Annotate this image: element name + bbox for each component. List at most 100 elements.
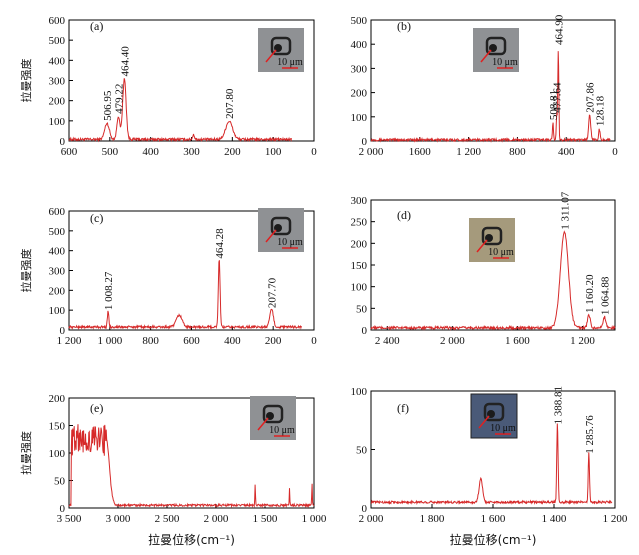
spectrum-line xyxy=(68,424,315,509)
x-tick-label: 2 000 xyxy=(359,513,384,525)
y-tick-label: 500 xyxy=(49,226,66,238)
x-tick-label: 1 600 xyxy=(481,513,506,525)
spectrum-line xyxy=(370,423,613,506)
panel-e: 0 50 100 150 200 3 500 3 000 2 500 2 000 1 500 1 0… xyxy=(19,393,327,547)
y-tick-label: 500 xyxy=(351,15,368,27)
y-tick-label: 300 xyxy=(351,63,368,75)
x-tick-label: 1 500 xyxy=(253,513,278,525)
x-tick-label: 400 xyxy=(558,146,575,158)
y-axis-label: 拉曼强度 xyxy=(19,249,33,293)
y-tick-label: 0 xyxy=(362,136,368,148)
x-tick-label: 2 000 xyxy=(204,513,229,525)
micrograph-inset: 10 μm xyxy=(258,208,304,252)
x-tick-label: 600 xyxy=(61,146,78,158)
x-tick-label: 1600 xyxy=(409,146,432,158)
x-tick-label: 0 xyxy=(311,146,317,158)
x-tick-label: 1 800 xyxy=(420,513,445,525)
peak-label: 207.70 xyxy=(267,277,279,308)
y-tick-label: 50 xyxy=(356,445,368,457)
micrograph-inset: 10 μm xyxy=(470,393,518,439)
scale-bar-label: 10 μm xyxy=(269,425,295,436)
y-tick-label: 500 xyxy=(49,35,66,47)
panel-label: (a) xyxy=(90,19,103,33)
panel-a: 0 100 200 300 400 500 600 600 500 400 300 200 100 0 50… xyxy=(19,15,317,158)
y-tick-label: 0 xyxy=(362,503,368,515)
peak-label: 479.22 xyxy=(113,84,125,114)
y-tick-label: 400 xyxy=(49,246,66,258)
panel-label: (e) xyxy=(90,401,103,415)
y-tick-label: 100 xyxy=(351,112,368,124)
x-tick-label: 1 000 xyxy=(97,335,122,347)
y-tick-label: 200 xyxy=(49,393,66,405)
peak-label: 207.80 xyxy=(224,88,236,119)
y-axis-label: 拉曼强度 xyxy=(19,59,33,103)
x-tick-label: 500 xyxy=(102,146,119,158)
x-axis-label: 拉曼位移(cm⁻¹) xyxy=(148,532,235,547)
scale-bar-label: 10 μm xyxy=(488,247,514,258)
peak-label: 128.18 xyxy=(594,95,606,126)
panel-label: (d) xyxy=(397,208,411,222)
peak-label: 464.90 xyxy=(553,14,565,45)
y-tick-label: 600 xyxy=(49,15,66,27)
y-tick-label: 300 xyxy=(49,76,66,88)
spectrum-line xyxy=(370,51,611,143)
x-tick-label: 1 200 xyxy=(57,335,82,347)
panel-c: 0 100 200 300 400 500 600 1 200 1 000 800 600 400 20… xyxy=(19,206,317,347)
x-tick-label: 200 xyxy=(224,146,241,158)
peak-label: 464.40 xyxy=(119,46,131,77)
y-tick-label: 300 xyxy=(49,266,66,278)
peak-label: 1 064.88 xyxy=(599,276,611,315)
y-tick-label: 250 xyxy=(351,217,368,229)
scale-bar-label: 10 μm xyxy=(277,57,303,68)
micrograph-inset: 10 μm xyxy=(473,28,519,72)
panel-label: (b) xyxy=(397,19,411,33)
peak-label: 506.95 xyxy=(102,90,114,121)
peak-label: 1 160.20 xyxy=(584,274,596,313)
scale-bar-label: 10 μm xyxy=(490,423,516,434)
spectrum-line xyxy=(370,230,616,331)
y-tick-label: 200 xyxy=(49,285,66,297)
x-tick-label: 800 xyxy=(142,335,159,347)
y-tick-label: 150 xyxy=(49,421,66,433)
spectrum-line xyxy=(68,260,302,331)
peak-label: 1 311.07 xyxy=(559,191,571,230)
x-tick-label: 1 600 xyxy=(505,335,530,347)
y-tick-label: 100 xyxy=(49,116,66,128)
panel-label: (c) xyxy=(90,211,103,225)
peak-label: 508.81 xyxy=(548,90,560,120)
x-axis-label: 拉曼位移(cm⁻¹) xyxy=(450,532,537,547)
y-tick-label: 100 xyxy=(49,305,66,317)
x-tick-label: 1 200 xyxy=(456,146,481,158)
y-axis-label: 拉曼强度 xyxy=(19,431,33,475)
peak-label: 464.28 xyxy=(214,228,226,259)
peak-label: 207.86 xyxy=(585,82,597,113)
panel-label: (f) xyxy=(397,401,409,415)
x-tick-label: 300 xyxy=(183,146,200,158)
micrograph-inset: 10 μm xyxy=(250,396,296,440)
x-tick-label: 800 xyxy=(509,146,526,158)
spectrum-line xyxy=(68,78,292,143)
peak-label: 477.64 xyxy=(552,82,564,113)
y-tick-label: 200 xyxy=(351,88,368,100)
scale-bar-label: 10 μm xyxy=(492,57,518,68)
x-tick-label: 2 000 xyxy=(359,146,384,158)
y-tick-label: 100 xyxy=(351,386,368,398)
peak-label: 1 388.81 xyxy=(552,386,564,425)
y-tick-label: 200 xyxy=(49,96,66,108)
x-tick-label: 0 xyxy=(612,146,618,158)
x-tick-label: 600 xyxy=(183,335,200,347)
y-tick-label: 50 xyxy=(356,303,368,315)
y-tick-label: 600 xyxy=(49,206,66,218)
x-tick-label: 100 xyxy=(265,146,282,158)
x-tick-label: 3 500 xyxy=(57,513,82,525)
plot-frame xyxy=(370,19,616,142)
x-tick-label: 1 200 xyxy=(570,335,595,347)
x-tick-label: 3 000 xyxy=(106,513,131,525)
x-tick-label: 1 400 xyxy=(542,513,567,525)
x-tick-label: 0 xyxy=(311,335,317,347)
y-tick-label: 300 xyxy=(351,195,368,207)
x-tick-label: 2 400 xyxy=(375,335,400,347)
micrograph-inset: 10 μm xyxy=(469,218,515,262)
panel-d: 0 50 100 150 200 250 300 2 400 2 000 1 600 1 200 1 … xyxy=(351,191,616,347)
